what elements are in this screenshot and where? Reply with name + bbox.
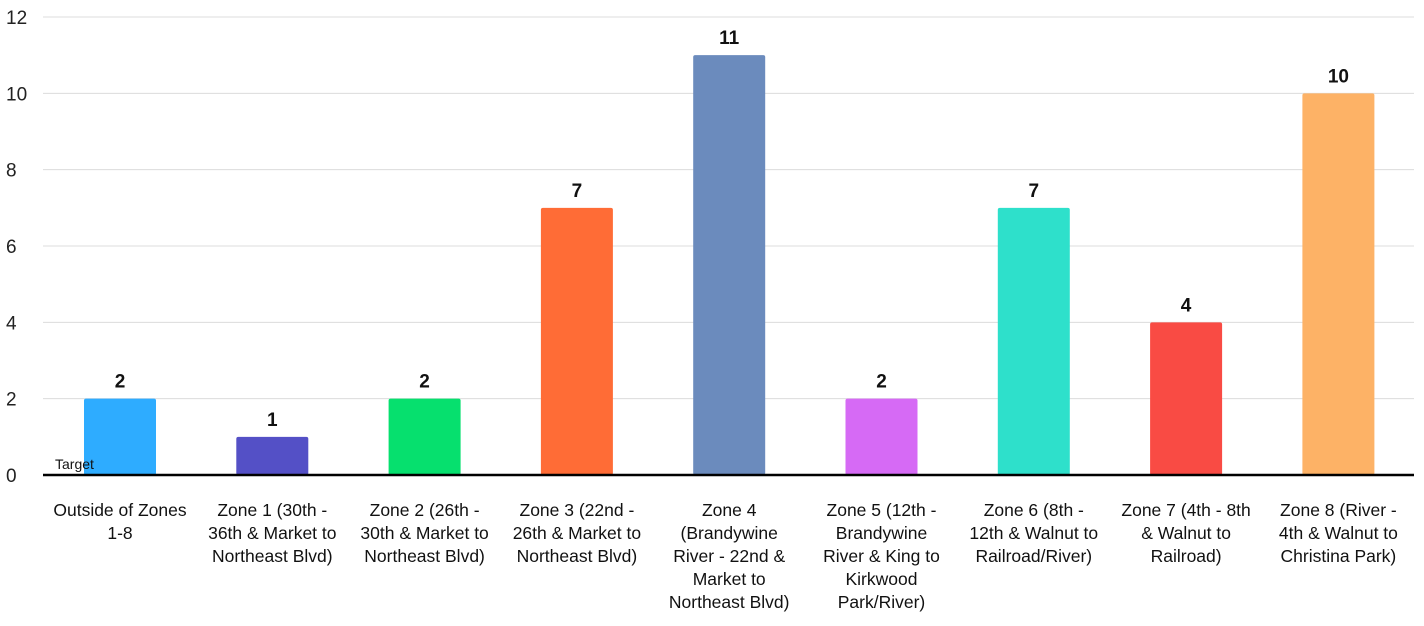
category-label-line: Zone 8 (River - [1280,500,1397,520]
category-label-line: Zone 6 (8th - [984,500,1084,520]
category-label: Zone 7 (4th - 8th & Walnut to Railroad) [1121,500,1250,566]
y-tick-label: 6 [6,237,17,258]
category-label: Zone 8 (River - 4th & Walnut to Christina … [1279,500,1398,566]
category-label-line: 30th & Market to [360,523,488,543]
bars [84,55,1375,476]
category-label-line: Outside of Zones [53,500,187,520]
bar-value-label: 10 [1328,66,1349,87]
category-label-line: Christina Park) [1281,546,1397,566]
bar [845,398,918,475]
bar [540,207,613,476]
category-label-line: 26th & Market to [513,523,641,543]
y-tick-label: 4 [6,313,17,334]
bar-value-label: 4 [1181,295,1192,316]
category-label-line: Zone 7 (4th - 8th [1121,500,1250,520]
category-label-line: Zone 3 (22nd - [520,500,635,520]
bar-value-label: 11 [719,28,740,49]
category-label: Zone 2 (26th - 30th & Market to Northeast … [360,500,488,566]
bar [84,398,156,475]
category-label-line: Brandywine [836,523,927,543]
category-label-line: Northeast Blvd) [517,546,638,566]
category-label: Outside of Zones 1-8 [53,500,187,543]
bar [1302,93,1375,475]
category-label-line: & Walnut to [1141,523,1231,543]
category-label-line: Park/River) [838,592,926,612]
category-label: Zone 4 (Brandywine River - 22nd & Market to… [669,500,790,612]
bar-value-label: 1 [267,410,278,431]
target-annotation: Target [55,456,94,472]
category-label-line: Zone 1 (30th - [217,500,327,520]
bar [997,207,1070,476]
category-label-line: Zone 2 (26th - [370,500,480,520]
data-labels: 2 1 2 7 11 2 7 4 10 [115,28,1349,431]
category-label: Zone 5 (12th - Brandywine River & King to K… [823,500,940,612]
bar-value-label: 2 [115,372,126,393]
category-label-line: Zone 5 (12th - [827,500,937,520]
y-tick-label: 10 [6,84,27,105]
bar [236,436,309,475]
bar [693,55,766,476]
y-tick-label: 12 [6,8,27,29]
category-label-line: Northeast Blvd) [364,546,485,566]
bar [1150,322,1223,475]
category-label-line: 4th & Walnut to [1279,523,1398,543]
category-label-line: Railroad/River) [975,546,1092,566]
category-label-line: Northeast Blvd) [669,592,790,612]
bar-value-label: 7 [1029,181,1040,202]
category-label-line: Kirkwood [846,569,918,589]
category-label-line: 1-8 [107,523,132,543]
category-label-line: River - 22nd & [673,546,785,566]
category-label-line: River & King to [823,546,940,566]
y-tick-label: 2 [6,390,17,411]
bar-value-label: 7 [572,181,583,202]
category-label-line: (Brandywine [681,523,778,543]
category-label: Zone 6 (8th - 12th & Walnut to Railroad/Ri… [969,500,1098,566]
category-label-line: Market to [693,569,766,589]
bar-value-label: 2 [876,372,887,393]
category-label-line: Railroad) [1151,546,1222,566]
category-label-line: Northeast Blvd) [212,546,333,566]
category-label-line: 36th & Market to [208,523,336,543]
category-label-line: Zone 4 [702,500,757,520]
y-tick-label: 0 [6,466,17,487]
y-tick-label: 8 [6,161,17,182]
y-axis-tick-labels: 0 2 4 6 8 10 12 [6,8,27,487]
category-label: Zone 1 (30th - 36th & Market to Northeast … [208,500,336,566]
category-label-line: 12th & Walnut to [969,523,1098,543]
bar [388,398,461,475]
x-axis-category-labels: Outside of Zones 1-8 Zone 1 (30th - 36th & … [53,500,1398,612]
bar-value-label: 2 [419,372,430,393]
category-label: Zone 3 (22nd - 26th & Market to Northeast … [513,500,641,566]
